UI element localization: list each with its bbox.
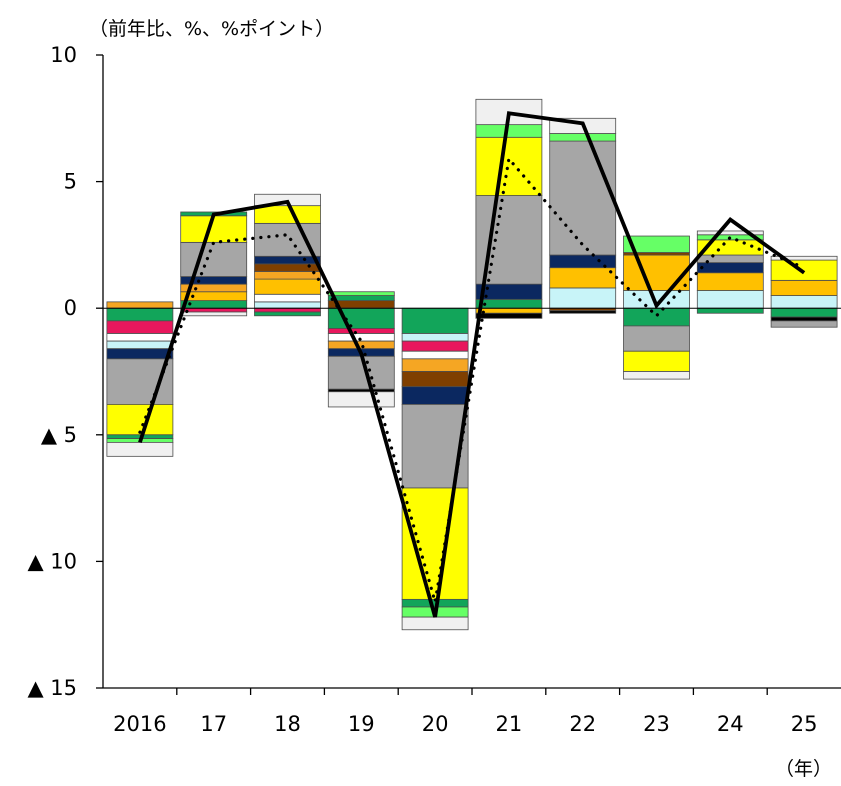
- line-series: [138, 111, 806, 618]
- bar-segment: [401, 307, 469, 334]
- bar-segment: [401, 404, 469, 489]
- bar-segment: [623, 371, 690, 380]
- bar-segment: [475, 312, 543, 319]
- bar-segment: [106, 307, 174, 322]
- bar-segment: [401, 350, 469, 360]
- y-unit-label: （前年比、%、%ポイント）: [89, 18, 334, 40]
- bar-segment: [106, 320, 174, 334]
- solid-series-line: [138, 111, 806, 618]
- bar-segment: [327, 328, 395, 334]
- bar-segment: [254, 301, 321, 309]
- bar-segment: [327, 340, 395, 350]
- bar-segment: [254, 311, 321, 317]
- bar-segment: [254, 278, 321, 295]
- y-tick-label: ▲ 10: [27, 549, 77, 573]
- bar-segment: [254, 293, 321, 303]
- x-tick-label: 22: [569, 712, 596, 736]
- bar-stacks: [106, 98, 838, 631]
- bar-segment: [549, 287, 617, 309]
- bar-segment: [696, 262, 764, 274]
- bar-segment: [475, 307, 543, 314]
- bar-segment: [254, 271, 321, 280]
- bar-segment: [770, 320, 838, 328]
- y-tick-label: ▲ 15: [27, 676, 77, 700]
- y-tick-label: 0: [64, 296, 77, 320]
- bar-segment: [770, 307, 838, 318]
- bar-segment: [696, 307, 764, 314]
- bar-segment: [475, 136, 543, 196]
- bar-segment: [696, 230, 764, 236]
- x-tick-label: 19: [348, 712, 375, 736]
- bar-segment: [106, 348, 174, 360]
- bar-segment: [401, 487, 469, 600]
- bar-segment: [180, 241, 248, 277]
- bar-segment: [549, 267, 617, 289]
- bar-segment: [254, 263, 321, 272]
- bar-segment: [401, 386, 469, 405]
- bar-segment: [327, 295, 395, 302]
- bar-segment: [254, 255, 321, 265]
- bar-segment: [623, 235, 690, 253]
- axes: [96, 54, 841, 695]
- bar-segment: [770, 259, 838, 281]
- y-tick-label: 5: [64, 170, 77, 194]
- bar-segment: [327, 355, 395, 390]
- x-tick-label: 25: [791, 712, 818, 736]
- bar-segment: [623, 254, 690, 291]
- bar-segment: [770, 279, 838, 296]
- x-tick-label: 23: [643, 712, 670, 736]
- x-tick-label: 18: [274, 712, 301, 736]
- x-tick-labels: 2016 17 18 19 20 21 22 23 24 25: [113, 712, 817, 736]
- bar-segment: [623, 307, 690, 327]
- bar-segment: [106, 441, 174, 457]
- x-tick-label: 20: [422, 712, 449, 736]
- bar-segment: [327, 307, 395, 329]
- bar-segment: [254, 205, 321, 224]
- bar-segment: [401, 371, 469, 388]
- y-tick-label: ▲ 5: [41, 423, 77, 447]
- bar-segment: [106, 404, 174, 436]
- bar-segment: [401, 616, 469, 631]
- bar-segment: [401, 340, 469, 352]
- bar-segment: [696, 290, 764, 309]
- bar-segment: [106, 340, 174, 350]
- bar-segment: [549, 140, 617, 256]
- bar-segment: [180, 291, 248, 301]
- bar-segment: [770, 295, 838, 309]
- bar-segment: [106, 333, 174, 342]
- bar-segment: [401, 333, 469, 342]
- bar-segment: [254, 307, 321, 313]
- bar-segment: [180, 307, 248, 313]
- bar-segment: [770, 255, 838, 261]
- bar-segment: [106, 301, 174, 309]
- bar-segment: [475, 124, 543, 138]
- bar-segment: [696, 272, 764, 291]
- bar-segment: [549, 133, 617, 142]
- x-tick-label: 17: [200, 712, 227, 736]
- bar-segment: [401, 358, 469, 372]
- x-unit-label: （年）: [775, 758, 832, 780]
- bar-segment: [623, 325, 690, 352]
- y-tick-label: 10: [50, 43, 77, 67]
- x-tick-label: 24: [717, 712, 744, 736]
- bar-segment: [106, 358, 174, 405]
- bar-segment: [327, 391, 395, 408]
- x-tick-label: 21: [496, 712, 523, 736]
- bar-segment: [623, 350, 690, 372]
- bar-segment: [180, 311, 248, 317]
- bar-segment: [549, 310, 617, 314]
- x-tick-label: 2016: [113, 712, 166, 736]
- bar-segment: [327, 291, 395, 296]
- bar-segment: [770, 316, 838, 322]
- y-tick-labels: 10 5 0 ▲ 5 ▲ 10 ▲ 15: [27, 43, 77, 700]
